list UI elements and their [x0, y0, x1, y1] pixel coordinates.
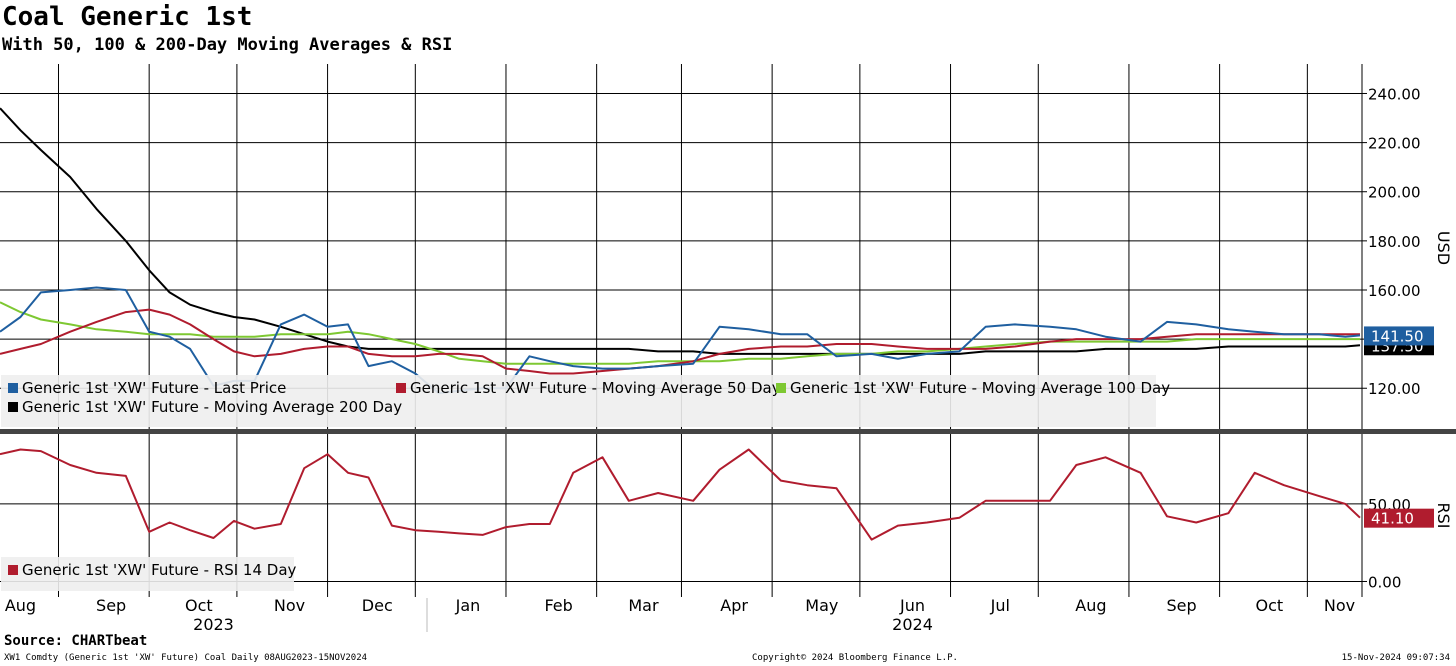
y-tick-label: 180.00 [1368, 233, 1421, 251]
x-tick-label: Nov [1324, 596, 1355, 615]
x-tick-label: May [805, 596, 838, 615]
legend-swatch [8, 402, 18, 412]
x-tick-label: Feb [544, 596, 572, 615]
series-line [0, 286, 1361, 395]
x-tick-label: Mar [628, 596, 659, 615]
legend-swatch [396, 383, 406, 393]
price-panel: 240.00220.00200.00180.00160.00140.00120.… [0, 64, 1453, 430]
chart-subtitle: With 50, 100 & 200-Day Moving Averages &… [2, 35, 453, 55]
y-tick-label: 0.00 [1368, 573, 1401, 591]
value-badge-label: 41.10 [1371, 510, 1414, 528]
legend-box [1, 375, 1156, 427]
x-tick-label: Oct [185, 596, 213, 615]
legend-entry: Generic 1st 'XW' Future - RSI 14 Day [22, 561, 297, 579]
x-year-label: 2024 [892, 615, 933, 633]
x-tick-label: Sep [96, 596, 126, 615]
footer-copyright: Copyright© 2024 Bloomberg Finance L.P. [752, 653, 958, 663]
x-tick-label: Oct [1255, 596, 1283, 615]
legend-swatch [776, 383, 786, 393]
panel-separator [0, 429, 1456, 434]
x-tick-label: Nov [274, 596, 305, 615]
legend-entry: Generic 1st 'XW' Future - Moving Average… [22, 398, 402, 416]
legend-swatch [8, 565, 18, 575]
x-year-label: 2023 [193, 615, 234, 633]
legend-entry: Generic 1st 'XW' Future - Moving Average… [410, 379, 781, 397]
series-line [0, 448, 1361, 541]
value-badge-label: 141.50 [1371, 327, 1424, 345]
x-tick-label: Sep [1167, 596, 1197, 615]
y-tick-label: 160.00 [1368, 282, 1421, 300]
x-tick-label: Aug [1075, 596, 1106, 615]
source-note: Source: CHARTbeat [4, 633, 148, 649]
legend-entry: Generic 1st 'XW' Future - Moving Average… [790, 379, 1170, 397]
value-badge [1364, 326, 1434, 346]
chart-title: Coal Generic 1st [2, 2, 253, 32]
y-tick-label: 220.00 [1368, 135, 1421, 153]
y-axis-title: RSI [1434, 503, 1453, 529]
value-badge [1364, 508, 1434, 528]
x-tick-label: Aug [5, 596, 36, 615]
y-tick-label: 200.00 [1368, 184, 1421, 202]
x-tick-label: Jul [990, 596, 1010, 615]
chart-canvas: 240.00220.00200.00180.00160.00140.00120.… [0, 64, 1456, 633]
series-line [0, 301, 1360, 365]
y-tick-label: 240.00 [1368, 85, 1421, 103]
series-line [0, 107, 1361, 355]
legend-box [1, 557, 294, 591]
legend-entry: Generic 1st 'XW' Future - Last Price [22, 379, 286, 397]
x-tick-label: Jun [899, 596, 925, 615]
x-tick-label: Apr [720, 596, 748, 615]
y-axis-title: USD [1434, 231, 1453, 265]
footer-ticker-info: XW1 Comdty (Generic 1st 'XW' Future) Coa… [4, 653, 368, 663]
footer-timestamp: 15-Nov-2024 09:07:34 [1341, 653, 1450, 663]
x-tick-label: Jan [455, 596, 481, 615]
x-tick-label: Dec [362, 596, 393, 615]
legend-swatch [8, 383, 18, 393]
y-tick-label: 120.00 [1368, 380, 1421, 398]
